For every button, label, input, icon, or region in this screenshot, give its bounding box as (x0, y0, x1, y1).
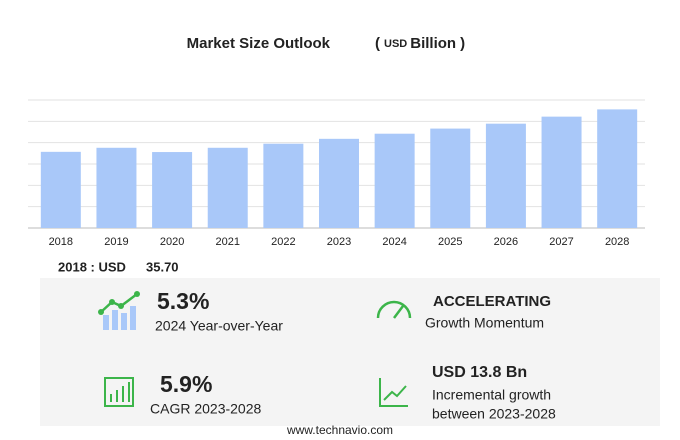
footer: www.technavio.com (286, 423, 393, 437)
cards-panel (40, 278, 660, 426)
icon-cagr (104, 377, 134, 407)
highlight-label: 2018 : USD (58, 259, 126, 274)
x-tick-label: 2026 (494, 236, 518, 248)
x-tick-label: 2020 (160, 236, 184, 248)
icon-bars (103, 306, 136, 330)
bar (430, 128, 471, 228)
chart-unit: ( USD Billion) (375, 35, 465, 52)
x-tick-label: 2028 (605, 236, 629, 248)
bar (152, 152, 193, 228)
highlight-value: 35.70 (146, 259, 179, 274)
card-value: ACCELERATING (433, 293, 551, 310)
icon-trend (100, 293, 138, 313)
x-tick-label: 2021 (215, 236, 239, 248)
icon-growth (379, 378, 408, 407)
unit-open: ( (375, 35, 380, 52)
bar (485, 123, 526, 228)
x-tick-label: 2027 (549, 236, 573, 248)
card-caption: between 2023-2028 (432, 406, 556, 422)
card-caption: Growth Momentum (425, 315, 544, 331)
icon-gauge (376, 300, 412, 319)
x-tick-label: 2019 (104, 236, 128, 248)
icon-dots (98, 291, 140, 315)
bar (374, 133, 415, 228)
card-value: USD 13.8 Bn (432, 364, 527, 381)
card-caption: Incremental growth (432, 387, 551, 403)
unit-currency: USD (384, 38, 407, 50)
bar (541, 116, 582, 228)
unit-close: ) (460, 35, 465, 52)
bar (207, 147, 248, 228)
x-tick-label: 2023 (327, 236, 351, 248)
bar (319, 138, 359, 228)
x-tick-label: 2025 (438, 236, 462, 248)
bar (96, 147, 137, 228)
card-value: 5.9% (160, 371, 212, 397)
bar (597, 109, 638, 228)
bar (40, 151, 81, 228)
unit-name: Billion (410, 35, 456, 52)
bar (263, 143, 304, 228)
card-caption: CAGR 2023-2028 (150, 401, 262, 417)
x-tick-label: 2024 (382, 236, 406, 248)
card-caption: 2024 Year-over-Year (155, 318, 283, 334)
x-tick-label: 2022 (271, 236, 295, 248)
chart-title: Market Size Outlook (187, 35, 331, 52)
x-tick-label: 2018 (49, 236, 73, 248)
card-value: 5.3% (157, 288, 209, 314)
